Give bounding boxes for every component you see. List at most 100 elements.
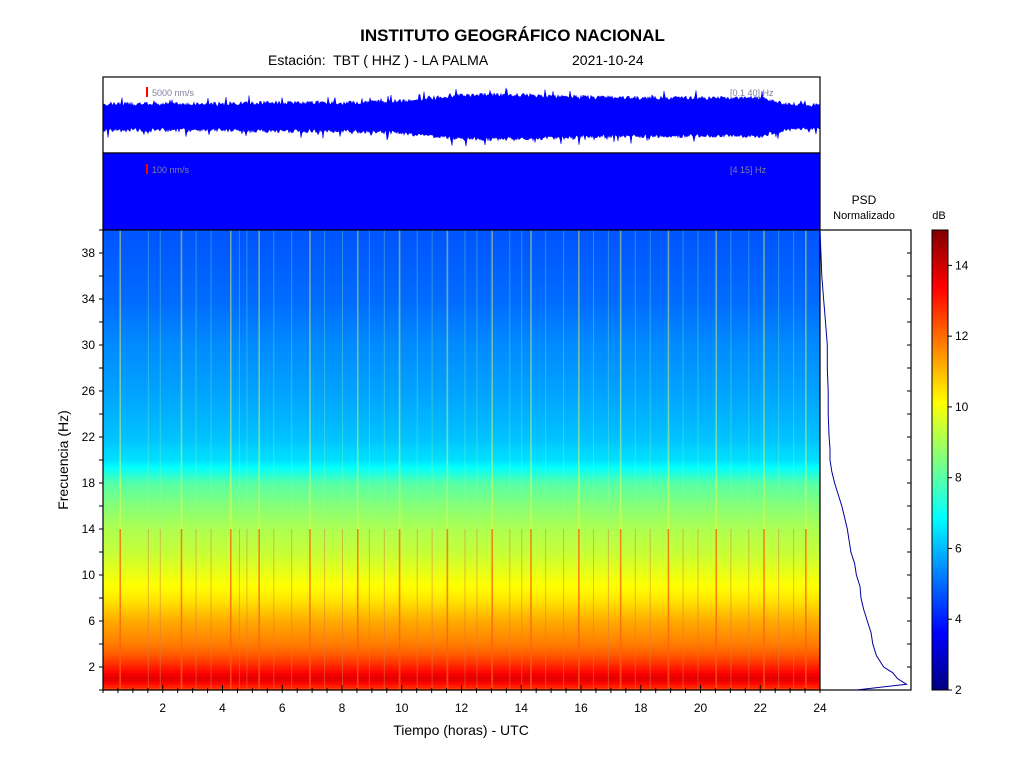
spectrogram-event-low	[634, 529, 636, 690]
spectrogram-band	[103, 546, 820, 550]
psd-title-line1: PSD	[852, 193, 877, 207]
spectrogram-event	[667, 230, 670, 690]
x-tick-label: 10	[395, 701, 409, 715]
spectrogram-band	[103, 244, 820, 248]
spectrogram-band	[103, 267, 820, 271]
station-label: Estación:	[268, 52, 326, 68]
spectrogram-band	[103, 422, 820, 427]
spectrogram-event-low	[607, 529, 609, 690]
x-tick-label: 6	[279, 701, 286, 715]
spectrogram-band	[103, 451, 820, 455]
spectrogram-event	[491, 230, 493, 690]
spectrogram-event	[682, 230, 684, 690]
psd-panel: PSD Normalizado	[819, 193, 912, 691]
spectrogram-band	[103, 664, 820, 668]
spectrogram-band	[103, 500, 820, 504]
spectrogram-event-low	[491, 529, 493, 690]
spectrogram-band	[103, 411, 820, 415]
spectrogram-event-low	[521, 529, 523, 690]
spectrogram-event-low	[180, 529, 183, 690]
spectrogram-band	[103, 563, 820, 567]
y-tick-label: 6	[88, 614, 95, 628]
spectrogram-event-low	[324, 529, 326, 690]
spectrogram-band	[103, 480, 820, 484]
spectrogram-event-low	[119, 529, 122, 690]
spectrogram-event-low	[778, 529, 780, 690]
spectrogram-band	[103, 278, 820, 283]
spectrogram-band	[103, 232, 820, 237]
y-tick-label: 38	[82, 246, 96, 260]
spectrogram-event-low	[748, 529, 750, 690]
spectrogram-band	[103, 247, 820, 251]
spectrogram-band	[103, 623, 820, 628]
x-tick-label: 20	[694, 701, 708, 715]
spectrogram-event-low	[258, 529, 260, 690]
spectrogram-band	[103, 322, 820, 326]
spectrogram-event	[246, 230, 248, 690]
spectrogram-band	[103, 359, 820, 363]
spectrogram-band	[103, 609, 820, 613]
spectrogram-band	[103, 485, 820, 490]
spectrogram-band	[103, 336, 820, 340]
spectrogram-band	[103, 646, 820, 651]
colorbar-tick-label: 14	[955, 258, 969, 272]
spectrogram-band	[103, 454, 820, 458]
spectrogram-event-low	[416, 529, 418, 690]
spectrogram-band	[103, 483, 820, 487]
x-tick-label: 8	[339, 701, 346, 715]
spectrogram-event	[416, 230, 418, 690]
spectrogram-band	[103, 569, 820, 573]
y-tick-label: 2	[88, 660, 95, 674]
spectrogram-band	[103, 431, 820, 435]
spectrogram-band	[103, 293, 820, 297]
y-tick-label: 18	[82, 476, 96, 490]
spectrogram-event	[578, 230, 580, 690]
spectrogram-band	[103, 382, 820, 386]
spectrogram-band	[103, 526, 820, 530]
spectrogram-band	[103, 503, 820, 507]
spectrogram-event-low	[210, 529, 212, 690]
spectrogram-band	[103, 644, 820, 648]
y-tick-label: 26	[82, 384, 96, 398]
spectrogram-event	[368, 230, 370, 690]
spectrogram-band	[103, 477, 820, 481]
spectrogram-event-low	[398, 529, 401, 690]
spectrogram-band	[103, 606, 820, 611]
spectrogram-band	[103, 474, 820, 478]
spectrogram-band	[103, 566, 820, 570]
amplitude-scale-label: 5000 nm/s	[152, 88, 195, 98]
spectrogram-band	[103, 255, 820, 260]
spectrogram-band	[103, 428, 820, 432]
spectrogram-band	[103, 531, 820, 536]
spectrogram-event	[147, 230, 149, 690]
spectrogram-band	[103, 396, 820, 401]
spectrogram-band	[103, 350, 820, 355]
spectrogram-band	[103, 557, 820, 562]
spectrogram-band	[103, 307, 820, 312]
y-tick-label: 30	[82, 338, 96, 352]
station-value: TBT ( HHZ ) - LA PALMA	[333, 52, 489, 68]
spectrogram-band	[103, 258, 820, 263]
spectrogram-event-low	[563, 529, 565, 690]
spectrogram-band	[103, 345, 820, 349]
spectrogram-band	[103, 402, 820, 406]
spectrogram-band	[103, 388, 820, 392]
spectrogram-band	[103, 488, 820, 493]
spectrogram-band	[103, 520, 820, 524]
colorbar-tick-label: 2	[955, 683, 962, 697]
spectrogram-band	[103, 230, 820, 234]
spectrogram-event	[398, 230, 401, 690]
spectrogram-event	[324, 230, 326, 690]
spectrogram-band	[103, 276, 820, 280]
spectrogram-band	[103, 626, 820, 631]
colorbar-tick-label: 4	[955, 612, 962, 626]
spectrogram-event-low	[431, 529, 433, 690]
spectrogram-band	[103, 669, 820, 674]
spectrogram-band	[103, 494, 820, 498]
spectrogram-event	[258, 230, 260, 690]
y-tick-label: 22	[82, 430, 96, 444]
spectrogram-band	[103, 655, 820, 659]
spectrogram-event-low	[464, 529, 466, 690]
spectrogram-band	[103, 523, 820, 527]
spectrogram-band	[103, 491, 820, 496]
